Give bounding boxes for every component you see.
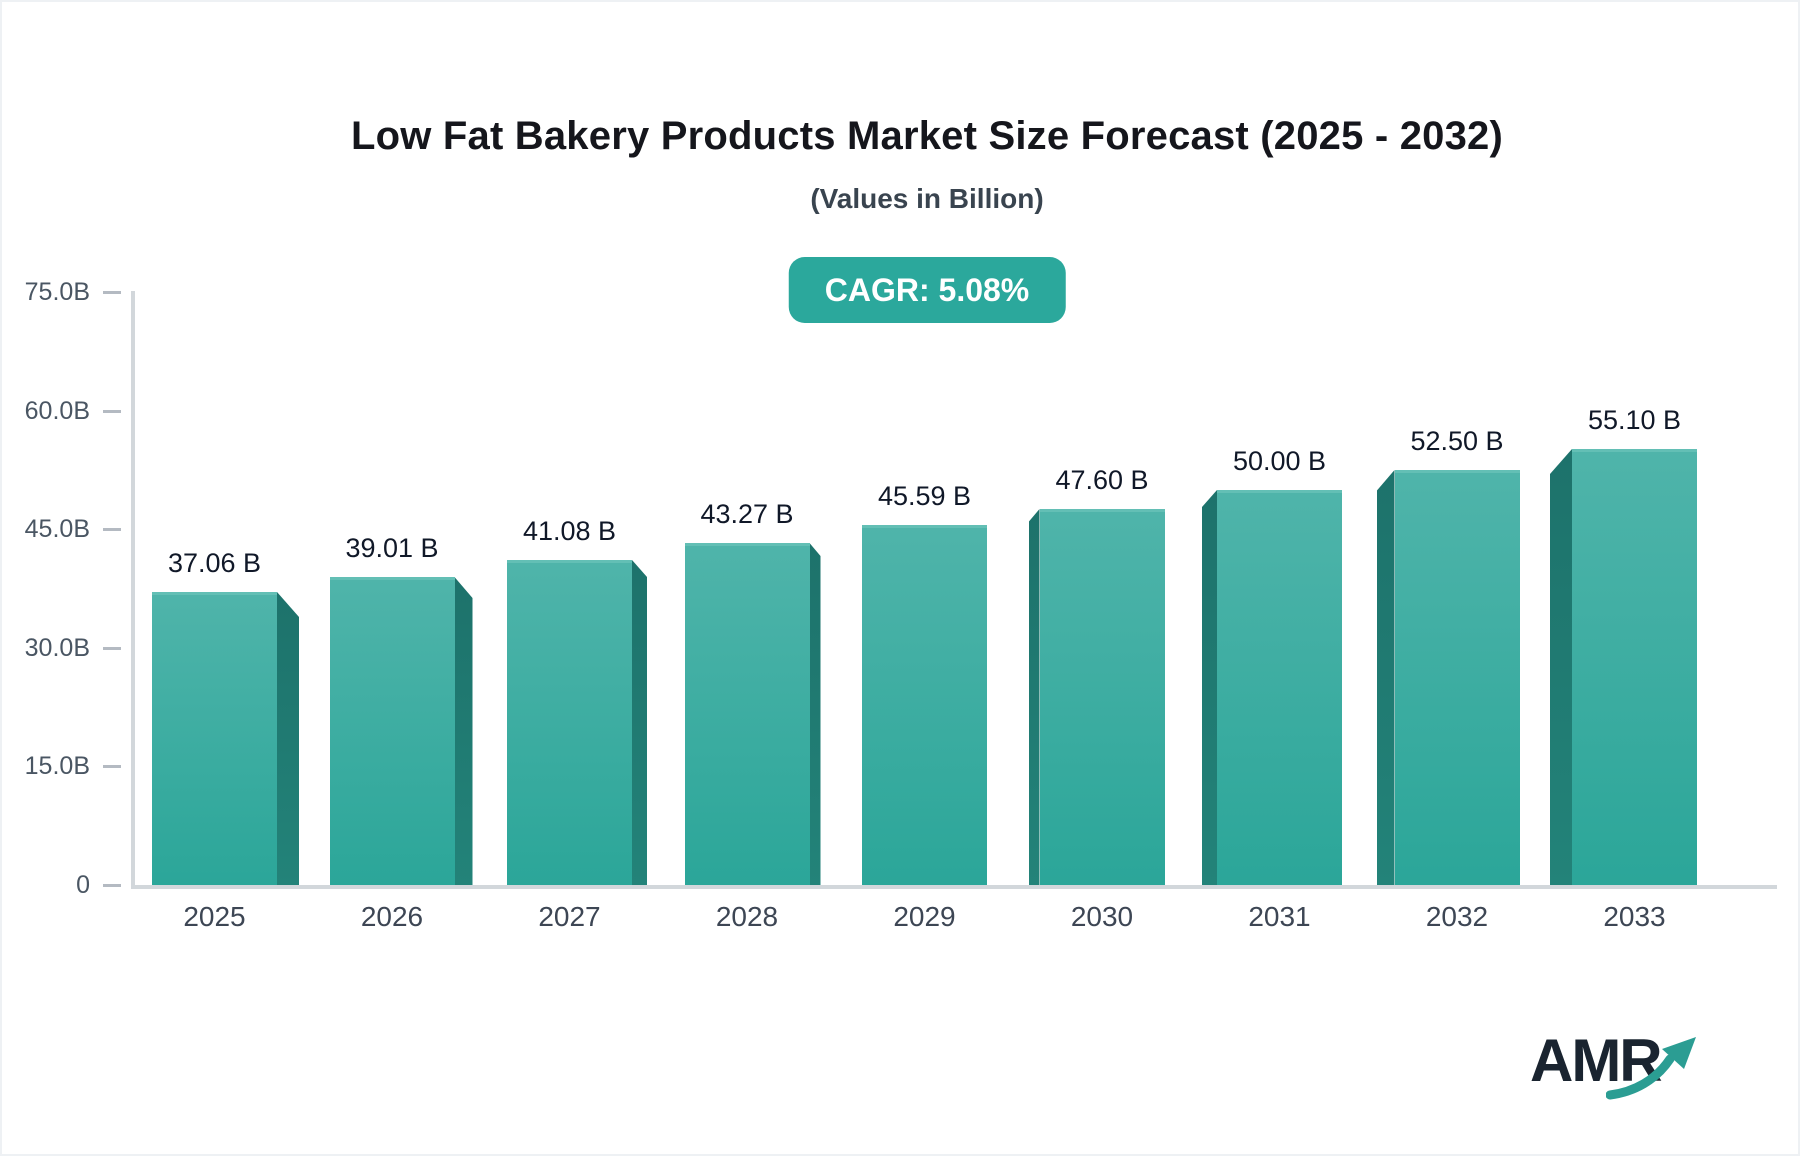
bar-face — [684, 543, 810, 885]
y-axis-tick-label: 0 — [76, 871, 90, 899]
y-axis-tick-mark — [103, 765, 121, 769]
bar-side-face — [1550, 449, 1572, 885]
bar-face — [1217, 490, 1342, 885]
x-axis-label-2033: 2033 — [1603, 901, 1666, 932]
bar-face — [152, 592, 277, 885]
x-axis-label-2031: 2031 — [1248, 901, 1311, 932]
bar-value-label: 50.00 B — [1232, 446, 1327, 476]
bar-face — [329, 577, 455, 885]
y-axis-tick-mark — [103, 291, 121, 294]
bar-value-label: 39.01 B — [345, 533, 439, 563]
bar-value-label: 41.08 B — [522, 516, 617, 546]
y-axis-tick-label: 45.0B — [24, 515, 90, 544]
bar-side-face — [1376, 470, 1395, 885]
y-axis-tick-label: 75.0B — [24, 278, 90, 306]
bar-side-face — [1028, 509, 1040, 885]
bar-face — [1572, 449, 1697, 885]
bar-face — [507, 560, 632, 885]
y-axis-tick-label: 30.0B — [24, 633, 90, 662]
bar-face — [1039, 509, 1165, 885]
y-axis-tick-label: 60.0B — [24, 396, 90, 425]
growth-arrow-icon — [1606, 1037, 1696, 1100]
chart-title: Low Fat Bakery Products Market Size Fore… — [350, 114, 1504, 158]
x-axis-label-2028: 2028 — [715, 901, 779, 932]
x-axis-label-2025: 2025 — [183, 901, 246, 932]
x-axis-label-2032: 2032 — [1425, 901, 1489, 932]
y-axis-line — [131, 291, 135, 887]
bar-side-face — [454, 577, 473, 885]
y-axis-tick-mark — [103, 409, 121, 413]
bar-value-label: 43.27 B — [700, 499, 794, 529]
y-axis-tick-mark — [103, 884, 121, 887]
bar-value-label: 47.60 B — [1055, 465, 1149, 495]
chart-subtitle: (Values in Billion) — [810, 183, 1044, 214]
y-axis-tick-label: 15.0B — [24, 752, 90, 781]
x-axis-label-2030: 2030 — [1070, 901, 1134, 932]
bar-face — [1394, 470, 1520, 885]
bar-value-label: 37.06 B — [167, 548, 262, 578]
cagr-badge: CAGR: 5.08% — [788, 257, 1066, 323]
bar-value-label: 45.59 B — [877, 481, 972, 511]
y-axis-tick-mark — [103, 528, 121, 532]
bar-side-face — [277, 592, 299, 885]
x-axis-line — [131, 885, 1777, 889]
bar-face — [862, 525, 987, 885]
bar-value-label: 52.50 B — [1410, 426, 1504, 456]
x-axis-label-2029: 2029 — [893, 901, 956, 932]
bar-side-face — [1202, 490, 1217, 885]
bar-side-face — [809, 543, 821, 885]
y-axis-tick-mark — [103, 646, 121, 650]
x-axis-label-2027: 2027 — [538, 901, 601, 932]
x-axis-label-2026: 2026 — [360, 901, 424, 932]
bar-value-label: 55.10 B — [1587, 405, 1682, 435]
bar-side-face — [632, 560, 647, 885]
